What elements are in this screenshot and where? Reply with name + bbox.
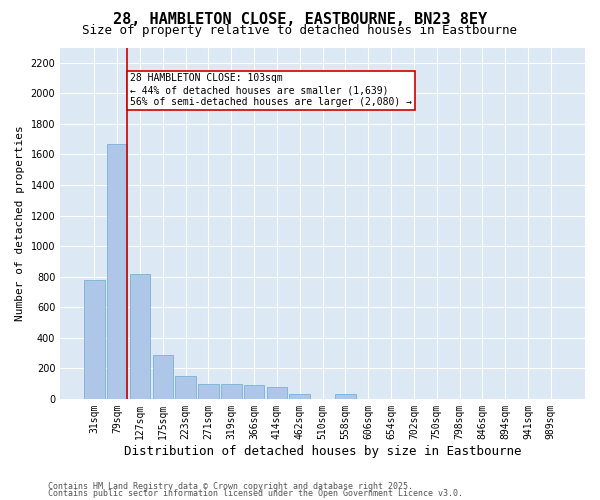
Bar xyxy=(221,384,242,399)
Bar xyxy=(198,384,219,399)
Bar xyxy=(107,144,127,399)
Bar xyxy=(335,394,356,399)
Text: 28 HAMBLETON CLOSE: 103sqm
← 44% of detached houses are smaller (1,639)
56% of s: 28 HAMBLETON CLOSE: 103sqm ← 44% of deta… xyxy=(130,74,412,106)
Bar xyxy=(175,376,196,399)
Bar xyxy=(266,388,287,399)
Text: Contains HM Land Registry data © Crown copyright and database right 2025.: Contains HM Land Registry data © Crown c… xyxy=(48,482,413,491)
Y-axis label: Number of detached properties: Number of detached properties xyxy=(15,126,25,321)
Bar xyxy=(289,394,310,399)
Bar xyxy=(152,354,173,399)
Text: Size of property relative to detached houses in Eastbourne: Size of property relative to detached ho… xyxy=(83,24,517,37)
X-axis label: Distribution of detached houses by size in Eastbourne: Distribution of detached houses by size … xyxy=(124,444,521,458)
Bar xyxy=(84,280,104,399)
Text: Contains public sector information licensed under the Open Government Licence v3: Contains public sector information licen… xyxy=(48,490,463,498)
Bar xyxy=(244,385,265,399)
Text: 28, HAMBLETON CLOSE, EASTBOURNE, BN23 8EY: 28, HAMBLETON CLOSE, EASTBOURNE, BN23 8E… xyxy=(113,12,487,28)
Bar xyxy=(130,274,150,399)
